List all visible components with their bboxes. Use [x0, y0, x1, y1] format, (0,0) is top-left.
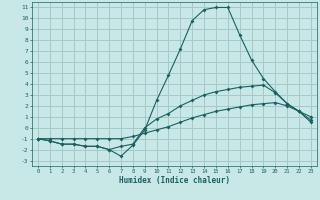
X-axis label: Humidex (Indice chaleur): Humidex (Indice chaleur) [119, 176, 230, 185]
